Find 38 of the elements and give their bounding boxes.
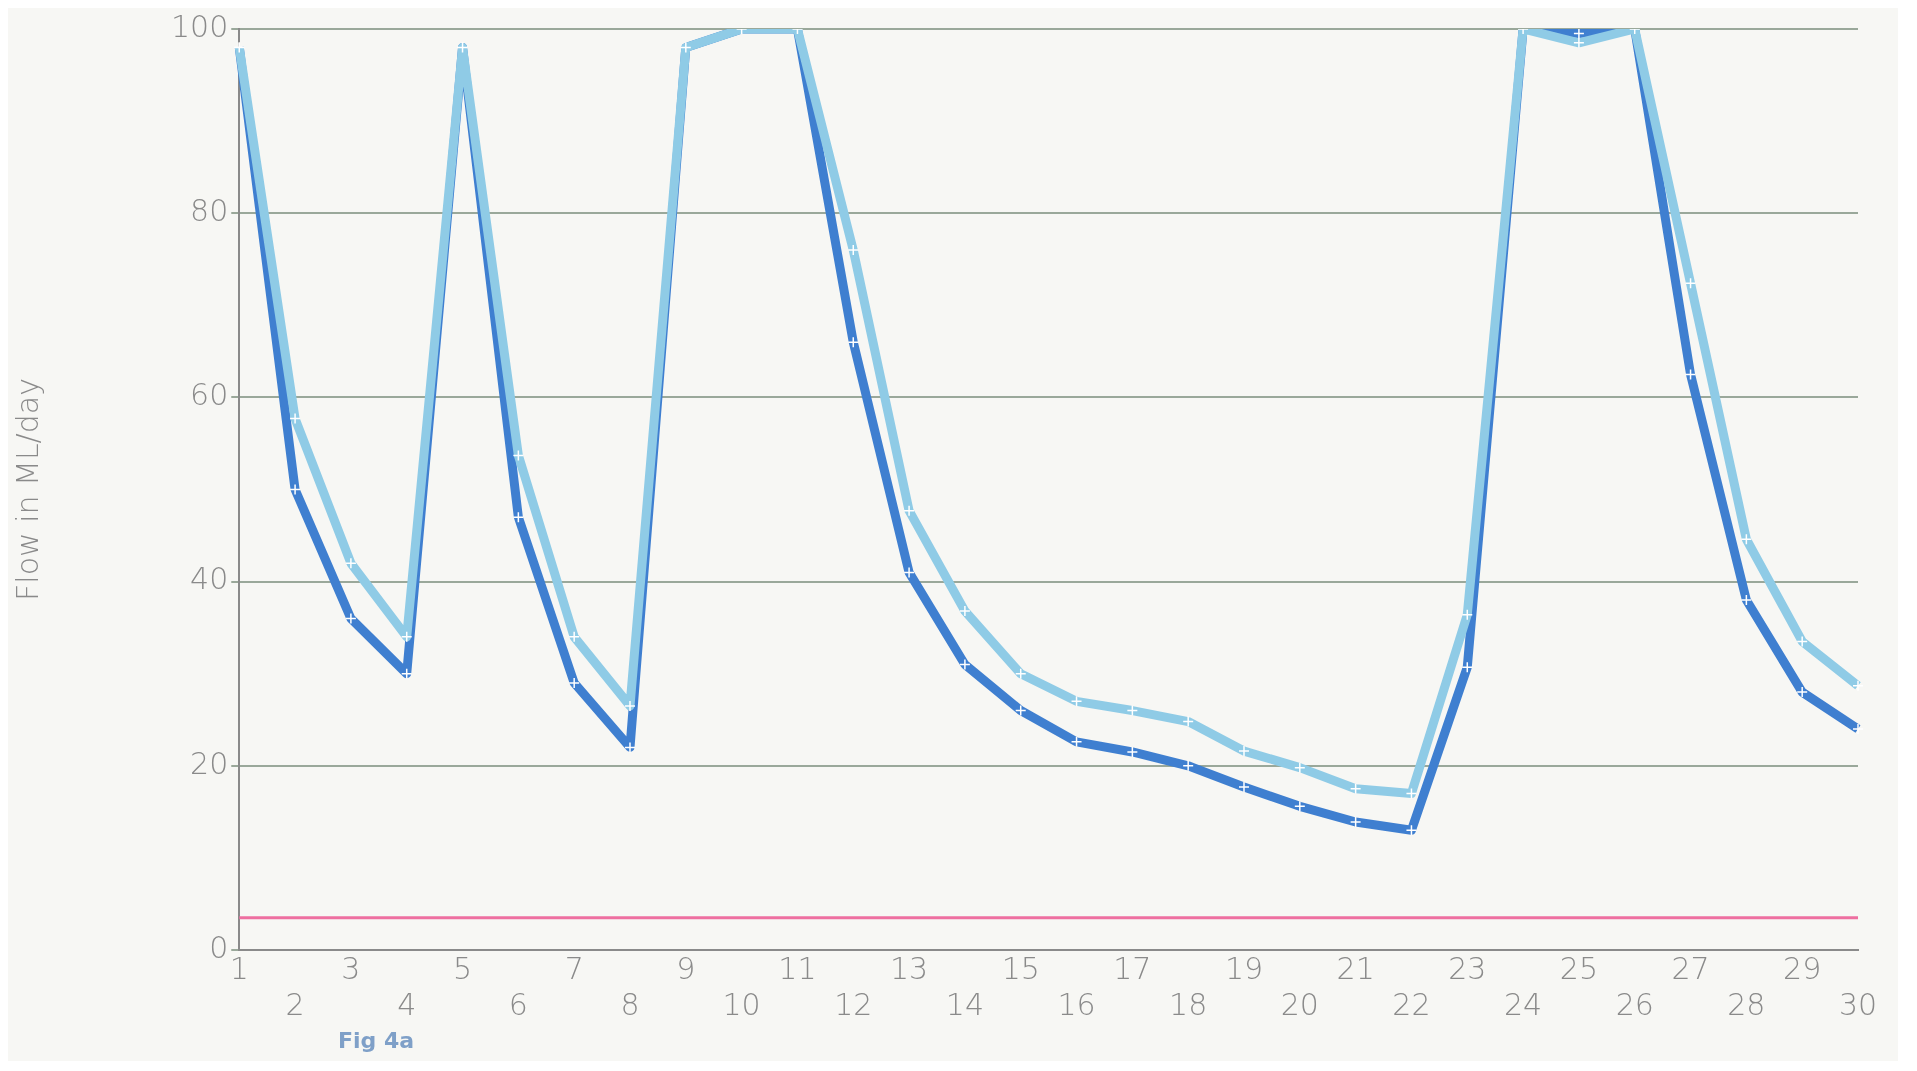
- x-tick-label: 11: [778, 950, 817, 986]
- x-tick-label: 10: [722, 986, 761, 1022]
- x-tick-label: 28: [1727, 986, 1766, 1022]
- x-tick-label: 23: [1448, 950, 1487, 986]
- x-tick-label: 8: [620, 986, 640, 1022]
- x-tick-label: 14: [945, 986, 984, 1022]
- x-tick-label: 26: [1615, 986, 1654, 1022]
- x-tick-label: 12: [834, 986, 873, 1022]
- x-tick-label: 5: [452, 950, 473, 986]
- y-tick-label: 40: [190, 561, 229, 597]
- y-tick-label: 0: [209, 929, 229, 965]
- x-tick-label: 22: [1392, 986, 1431, 1022]
- y-tick-label: 100: [171, 8, 229, 44]
- x-tick-label: 16: [1057, 986, 1096, 1022]
- x-tick-label: 30: [1838, 986, 1878, 1022]
- x-tick-label: 2: [285, 986, 305, 1022]
- x-tick-label: 25: [1559, 950, 1598, 986]
- x-tick-label: 9: [676, 950, 696, 986]
- x-tick-label: 19: [1224, 950, 1264, 986]
- x-tick-label: 1: [229, 950, 249, 986]
- x-tick-label: 27: [1671, 950, 1710, 986]
- x-tick-label: 29: [1783, 950, 1822, 986]
- x-tick-label: 13: [889, 950, 929, 986]
- x-tick-label: 21: [1336, 950, 1375, 986]
- caption: Fig 4a: [338, 1028, 416, 1055]
- y-tick-label: 80: [190, 193, 229, 228]
- x-tick-label: 24: [1503, 986, 1543, 1022]
- x-tick-label: 20: [1280, 986, 1319, 1022]
- x-tick-label: 6: [508, 986, 528, 1022]
- x-tick-label: 17: [1113, 950, 1152, 986]
- x-tick-label: 4: [397, 986, 417, 1022]
- y-tick-label: 60: [190, 377, 229, 413]
- x-tick-label: 7: [564, 950, 584, 986]
- y-axis-title: Flow in ML/day: [9, 378, 45, 601]
- y-tick-label: 20: [190, 745, 229, 781]
- x-tick-label: 18: [1169, 986, 1208, 1022]
- x-tick-label: 15: [1001, 950, 1040, 986]
- x-tick-label: 3: [341, 950, 361, 986]
